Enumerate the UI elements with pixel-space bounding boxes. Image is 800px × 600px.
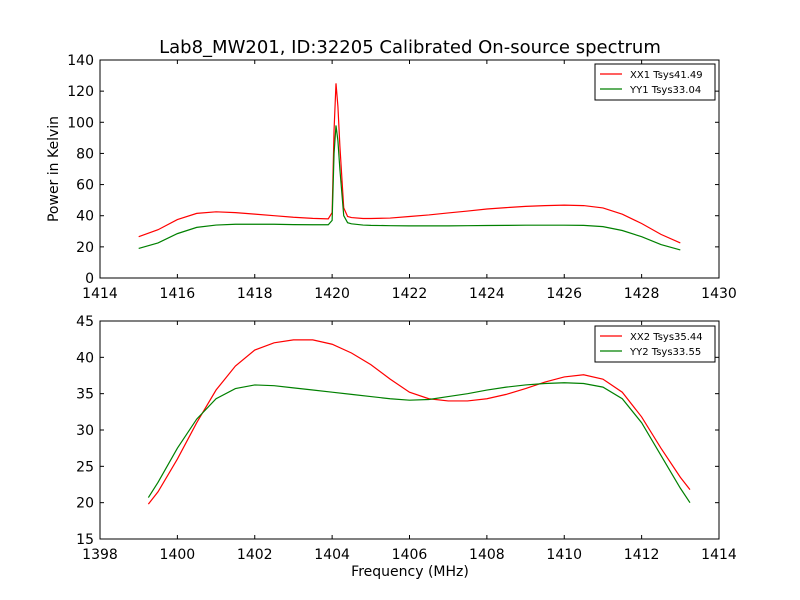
x-tick-label: 1426 [546,286,582,302]
y-tick-label: 35 [76,387,94,403]
x-tick-label: 1412 [624,547,660,563]
y-tick-label: 30 [76,423,94,439]
x-tick-label: 1416 [160,286,196,302]
x-tick-label: 1428 [624,286,660,302]
series-line-1 [147,339,691,505]
x-tick-label: 1422 [392,286,428,302]
y-tick-label: 15 [76,532,94,548]
legend-label: YY1 Tsys33.04 [629,85,701,96]
x-tick-label: 1410 [546,547,582,563]
legend: XX1 Tsys41.49 YY1 Tsys33.04 [594,63,716,101]
x-tick-label: 1400 [160,547,196,563]
y-tick-label: 140 [67,53,94,69]
series-line-2 [147,382,691,504]
y-tick-label: 60 [76,178,94,194]
x-tick-label: 1398 [82,547,118,563]
series-line-2 [138,125,681,251]
bottom-x-axis-label: Frequency (MHz) [351,564,469,580]
y-tick-label: 45 [76,314,94,330]
x-tick-label: 1402 [237,547,273,563]
x-tick-label: 1408 [469,547,505,563]
legend-label: XX1 Tsys41.49 [630,70,703,81]
legend-label: XX2 Tsys35.44 [630,332,703,343]
y-tick-label: 0 [85,271,94,287]
x-tick-label: 1406 [392,547,428,563]
x-tick-label: 1424 [469,286,505,302]
legend: XX2 Tsys35.44 YY2 Tsys33.55 [594,325,716,363]
x-tick-label: 1430 [701,286,737,302]
legend-label: YY2 Tsys33.55 [629,347,701,358]
top-y-axis-label: Power in Kelvin [46,116,62,222]
y-tick-label: 40 [76,350,94,366]
y-tick-label: 120 [67,84,94,100]
x-tick-label: 1420 [314,286,350,302]
y-tick-label: 25 [76,459,94,475]
x-tick-label: 1414 [701,547,737,563]
y-tick-label: 20 [76,496,94,512]
x-tick-label: 1404 [314,547,350,563]
series-line-1 [138,83,681,244]
y-tick-label: 80 [76,146,94,162]
top-panel: 1414 1416 1418 1420 1422 1424 1426 1428 1430 0 20 4… [67,53,737,302]
y-tick-label: 100 [67,115,94,131]
legend-box [594,63,716,101]
x-tick-label: 1414 [82,286,118,302]
y-tick-label: 20 [76,240,94,256]
chart-title: Lab8_MW201, ID:32205 Calibrated On-sourc… [159,37,661,58]
legend-box [594,325,716,363]
bottom-panel: 1398 1400 1402 1404 1406 1408 1410 1412 1414 15 20… [76,314,737,563]
y-tick-label: 40 [76,209,94,225]
x-tick-label: 1418 [237,286,273,302]
